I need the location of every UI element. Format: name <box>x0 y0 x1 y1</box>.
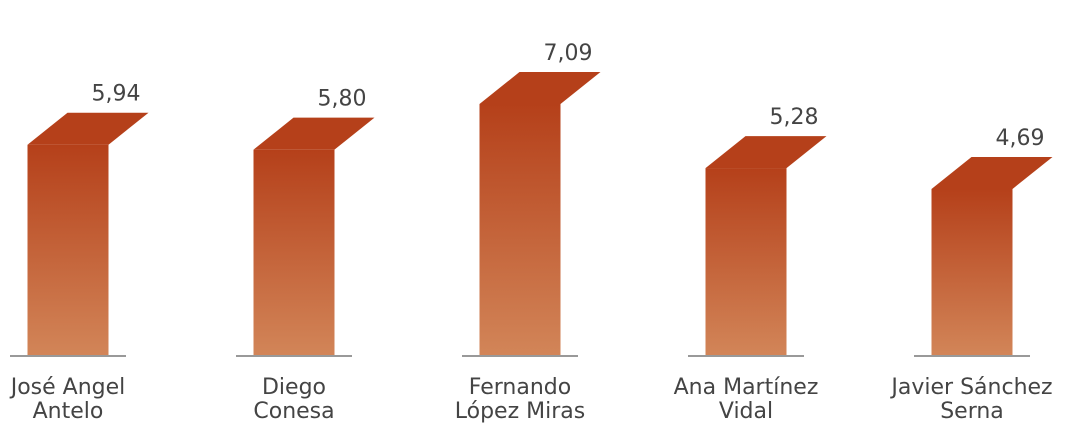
bar-top <box>931 156 1053 189</box>
x-tick-label: Ana Martínez Vidal <box>673 375 819 424</box>
bar <box>27 144 109 355</box>
x-tick-label: Diego Conesa <box>253 375 335 424</box>
x-tick-label: Javier Sánchez Serna <box>891 375 1053 424</box>
bar <box>931 188 1013 355</box>
bar-top <box>705 136 827 169</box>
bar <box>479 104 561 355</box>
bar <box>253 149 335 355</box>
value-label: 5,94 <box>92 82 141 107</box>
value-label: 5,80 <box>318 87 367 112</box>
bar-top <box>27 112 149 145</box>
x-tick-label: Fernando López Miras <box>454 375 586 424</box>
value-label: 7,09 <box>544 41 593 66</box>
value-label: 5,28 <box>770 105 819 130</box>
bar-top <box>479 72 601 104</box>
value-label: 4,69 <box>996 126 1045 151</box>
x-tick-label: José Angel Antelo <box>10 375 126 424</box>
bar-top <box>253 117 375 150</box>
bar <box>705 168 787 355</box>
